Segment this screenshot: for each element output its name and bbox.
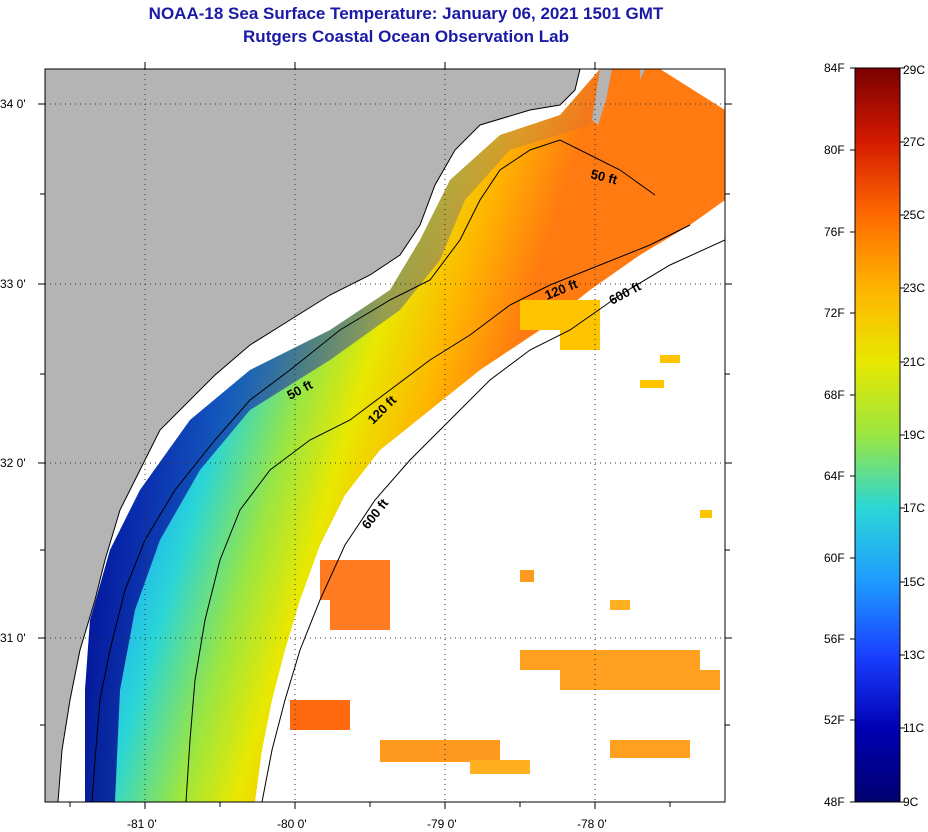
yellow-patches xyxy=(520,300,712,518)
colorbar-c-label: 13C xyxy=(903,648,925,662)
colorbar-c-label: 21C xyxy=(903,355,925,369)
colorbar-c-label: 25C xyxy=(903,208,925,222)
warm-patches xyxy=(290,560,720,774)
colorbar-f-label: 72F xyxy=(824,306,845,320)
nearshore-cold-band xyxy=(85,69,620,802)
contour-120ft xyxy=(185,224,691,802)
colorbar-ticks xyxy=(850,67,905,803)
colorbar-f-label: 76F xyxy=(824,225,845,239)
colorbar-c-label: 23C xyxy=(903,281,925,295)
colorbar-f-label: 68F xyxy=(824,388,845,402)
colorbar-f-label: 84F xyxy=(824,61,845,75)
colorbar-f-label: 56F xyxy=(824,632,845,646)
colorbar-c-label: 9C xyxy=(903,795,919,809)
colorbar-f-label: 52F xyxy=(824,713,845,727)
colorbar-f-labels: 84F 80F 76F 72F 68F 64F 60F 56F 52F 48F xyxy=(824,61,845,809)
colorbar-c-label: 17C xyxy=(903,501,925,515)
colorbar-f-label: 80F xyxy=(824,143,845,157)
contour-600ft xyxy=(261,239,725,802)
lat-label: 31 0' xyxy=(0,631,26,645)
lon-label: -81 0' xyxy=(127,817,157,831)
colorbar-c-label: 15C xyxy=(903,575,925,589)
lon-label: -78 0' xyxy=(577,817,607,831)
land-east xyxy=(640,69,645,80)
lat-label: 32 0' xyxy=(0,456,26,470)
colorbar-c-label: 19C xyxy=(903,428,925,442)
colorbar-f-label: 60F xyxy=(824,551,845,565)
map-frame xyxy=(44,68,726,803)
sst-field xyxy=(85,69,725,802)
contour-50ft xyxy=(91,139,656,802)
ticks xyxy=(38,62,732,809)
lon-label: -79 0' xyxy=(427,817,457,831)
colorbar xyxy=(854,67,901,803)
map-title: NOAA-18 Sea Surface Temperature: January… xyxy=(148,4,664,23)
colorbar-f-label: 48F xyxy=(824,795,845,809)
barrier-island xyxy=(592,69,612,125)
colorbar-f-label: 64F xyxy=(824,469,845,483)
map-subtitle: Rutgers Coastal Ocean Observation Lab xyxy=(243,27,569,46)
colorbar-c-label: 29C xyxy=(903,63,925,77)
land xyxy=(45,69,580,802)
graticule xyxy=(45,69,725,802)
lat-label: 34 0' xyxy=(0,97,26,111)
colorbar-c-label: 27C xyxy=(903,135,925,149)
contour-label: 50 ft xyxy=(589,166,619,187)
coastline xyxy=(57,69,581,802)
colorbar-c-label: 11C xyxy=(903,721,924,735)
colorbar-c-labels: 29C 27C 25C 23C 21C 19C 17C 15C 13C 11C … xyxy=(903,63,925,809)
lat-label: 33 0' xyxy=(0,277,26,291)
lon-label: -80 0' xyxy=(277,817,307,831)
